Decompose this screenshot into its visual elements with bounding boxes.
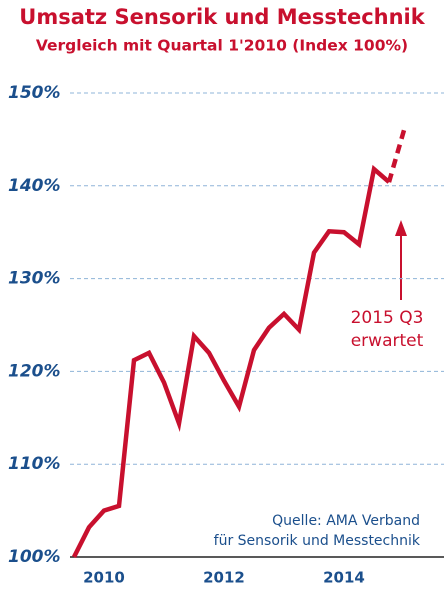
annotation-arrowhead [395,220,407,236]
x-tick-label: 2014 [323,569,365,587]
line-series [386,129,407,183]
line-series [71,164,391,559]
source: Quelle: AMA Verband [272,513,420,529]
y-tick-label: 120% [8,361,61,381]
x-tick-label: 2012 [203,569,245,587]
y-tick-label: 100% [8,547,61,567]
source: für Sensorik und Messtechnik [214,533,421,549]
y-tick-label: 140% [8,176,61,196]
annotation: 2015 Q3 [351,308,424,328]
y-tick-label: 110% [8,454,61,474]
annotation: erwartet [351,331,424,351]
y-tick-label: 150% [8,83,61,103]
y-tick-label: 130% [8,269,61,289]
chart-title: Umsatz Sensorik und Messtechnik [19,5,425,29]
x-tick-label: 2010 [83,569,125,587]
chart-subtitle: Vergleich mit Quartal 1'2010 (Index 100%… [36,37,408,55]
